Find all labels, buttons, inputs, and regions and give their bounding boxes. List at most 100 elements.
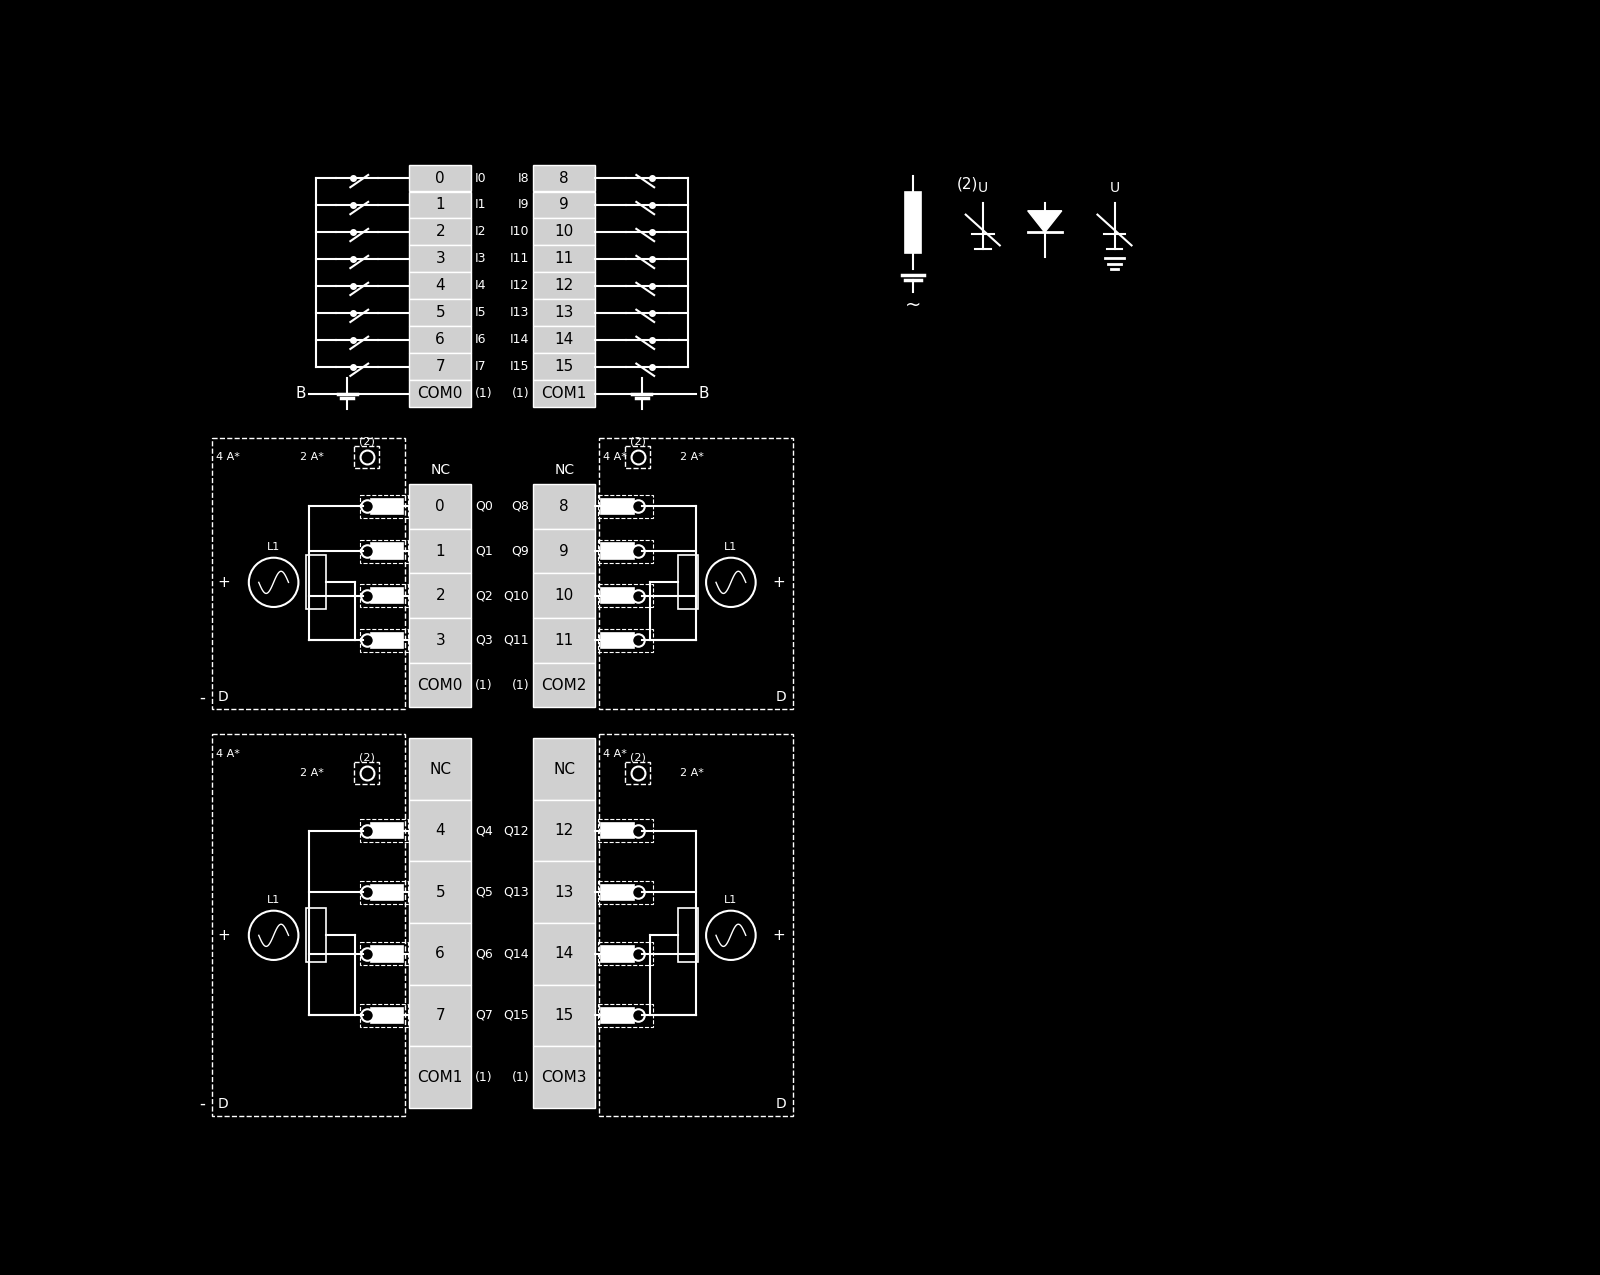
Bar: [602, 499, 634, 514]
Text: 3: 3: [435, 251, 445, 266]
Text: I0: I0: [475, 172, 486, 185]
Bar: [533, 326, 595, 353]
Text: 10: 10: [555, 224, 574, 240]
Text: COM1: COM1: [541, 386, 587, 402]
Text: 2: 2: [435, 224, 445, 240]
Text: (1): (1): [512, 678, 530, 691]
Bar: [360, 1003, 408, 1026]
Text: (2): (2): [630, 437, 646, 446]
Bar: [360, 881, 408, 904]
Text: Q4: Q4: [475, 824, 493, 838]
Bar: [410, 862, 472, 923]
Bar: [533, 862, 595, 923]
Bar: [360, 819, 408, 843]
Text: I15: I15: [510, 360, 530, 374]
Text: 5: 5: [435, 305, 445, 320]
Text: L1: L1: [267, 542, 280, 552]
Text: Q15: Q15: [504, 1009, 530, 1021]
Bar: [597, 629, 653, 652]
Text: (2): (2): [630, 752, 646, 762]
Text: L1: L1: [725, 542, 738, 552]
Text: -: -: [200, 688, 205, 706]
Text: Q14: Q14: [504, 947, 530, 960]
Text: I6: I6: [475, 333, 486, 347]
Bar: [371, 588, 403, 603]
Text: 2 A*: 2 A*: [301, 453, 323, 462]
Bar: [597, 819, 653, 843]
Text: 4 A*: 4 A*: [216, 748, 240, 759]
Text: I13: I13: [510, 306, 530, 319]
Text: L1: L1: [725, 895, 738, 904]
Bar: [533, 191, 595, 218]
Bar: [371, 543, 403, 558]
Text: (2): (2): [957, 176, 978, 191]
Text: B: B: [296, 386, 306, 402]
Text: U: U: [978, 181, 987, 195]
Text: I5: I5: [475, 306, 486, 319]
Text: 15: 15: [555, 1009, 574, 1023]
Text: I7: I7: [475, 360, 486, 374]
Text: 12: 12: [555, 824, 574, 838]
Text: (1): (1): [512, 1071, 530, 1084]
Bar: [360, 584, 408, 607]
Text: +: +: [773, 575, 786, 590]
Text: 11: 11: [555, 632, 574, 648]
Bar: [533, 245, 595, 273]
Text: 5: 5: [435, 885, 445, 900]
Bar: [410, 618, 472, 663]
Bar: [602, 632, 634, 648]
Text: COM0: COM0: [418, 677, 462, 692]
Text: Q13: Q13: [504, 886, 530, 899]
Bar: [626, 446, 650, 468]
Bar: [410, 191, 472, 218]
Bar: [533, 799, 595, 862]
Text: U: U: [1109, 181, 1120, 195]
Text: 2 A*: 2 A*: [680, 768, 704, 778]
Text: D: D: [218, 690, 229, 704]
Bar: [533, 923, 595, 984]
Text: 3: 3: [435, 632, 445, 648]
Text: (1): (1): [475, 388, 493, 400]
Bar: [410, 273, 472, 300]
Bar: [598, 734, 794, 1116]
Text: 6: 6: [435, 946, 445, 961]
Text: 2 A*: 2 A*: [301, 768, 323, 778]
Text: COM0: COM0: [418, 386, 462, 402]
Text: 6: 6: [435, 333, 445, 347]
Text: 8: 8: [560, 499, 570, 514]
Bar: [410, 353, 472, 380]
Bar: [360, 539, 408, 562]
Text: I11: I11: [510, 252, 530, 265]
Text: Q12: Q12: [504, 824, 530, 838]
Bar: [533, 574, 595, 618]
Bar: [410, 923, 472, 984]
Text: I9: I9: [518, 199, 530, 212]
Bar: [533, 273, 595, 300]
Bar: [410, 663, 472, 708]
Text: NC: NC: [430, 463, 450, 477]
Text: 0: 0: [435, 171, 445, 186]
Bar: [598, 437, 794, 709]
Bar: [678, 556, 698, 609]
Bar: [371, 946, 403, 961]
Text: 0: 0: [435, 499, 445, 514]
Bar: [410, 574, 472, 618]
Bar: [410, 984, 472, 1047]
Bar: [533, 353, 595, 380]
Text: 12: 12: [555, 278, 574, 293]
Text: 10: 10: [555, 588, 574, 603]
Text: Q11: Q11: [504, 634, 530, 646]
Bar: [371, 885, 403, 900]
Bar: [354, 762, 379, 784]
Text: I8: I8: [518, 172, 530, 185]
Bar: [533, 380, 595, 407]
Text: I4: I4: [475, 279, 486, 292]
Bar: [533, 218, 595, 245]
Text: 8: 8: [560, 171, 570, 186]
Bar: [597, 881, 653, 904]
Text: I14: I14: [510, 333, 530, 347]
Bar: [602, 1007, 634, 1023]
Bar: [410, 326, 472, 353]
Text: I3: I3: [475, 252, 486, 265]
Bar: [597, 1003, 653, 1026]
